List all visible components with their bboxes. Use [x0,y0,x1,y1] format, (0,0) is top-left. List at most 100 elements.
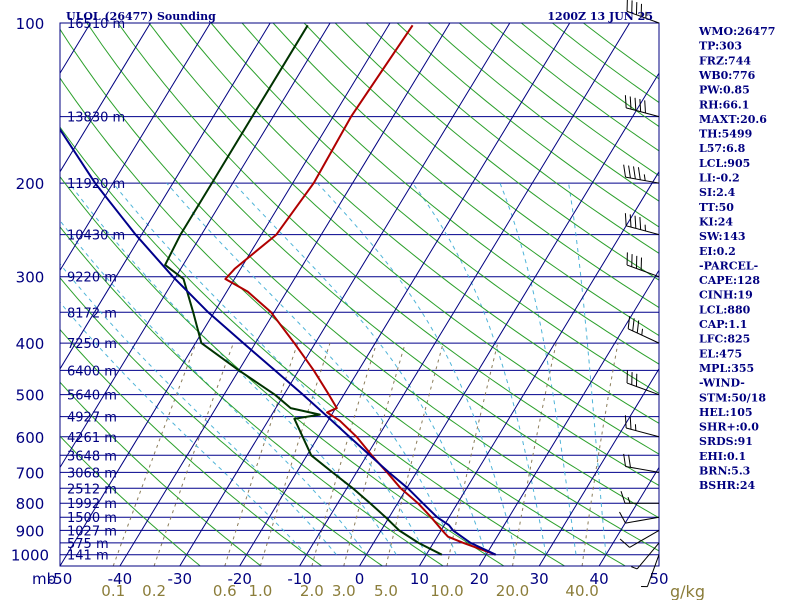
height-label: 6400 m [67,364,117,379]
temperature-tick-label: -10 [287,570,312,588]
side-index-item: MPL:355 [699,362,754,375]
isotherm-line [478,269,659,566]
side-index-item: STM:50/18 [699,391,766,404]
isotherm-lines [60,23,659,566]
height-label: 16510 m [67,17,125,32]
height-label: 10430 m [67,229,125,244]
moist-adiabat-line [60,301,307,556]
pressure-tick-label: 400 [16,335,45,353]
moist-adiabat-line [412,182,547,555]
height-label: 4927 m [67,411,117,426]
side-index-item: SI:2.4 [699,186,736,199]
pressure-tick-label: 600 [16,429,45,447]
side-index-item: -WIND- [699,377,745,390]
mixing-ratio-tick-label: 3.0 [332,582,356,600]
height-label: 4261 m [67,431,117,446]
height-label: 575 m [67,537,109,552]
isotherm-line [239,23,571,566]
side-index-item: LI:-0.2 [699,172,740,185]
pressure-tick-label: 500 [16,387,45,405]
side-index-item: SW:143 [699,230,746,243]
side-index-item: -PARCEL- [699,259,758,272]
dry-adiabat-line [583,23,659,80]
isotherm-line [538,367,659,566]
temperature-tick-labels: -50 -40 -30 -20 -10 0 10 20 30 40 50 [48,570,669,588]
isotherm-line [60,23,391,566]
isotherm-line [359,72,659,566]
dry-adiabat-line [520,23,659,128]
dry-adiabat-line [334,23,659,281]
mixing-ratio-line [112,342,197,566]
parcel-profile-line [60,127,497,556]
side-index-item: LCL:905 [699,157,750,170]
isotherm-line [598,466,659,566]
valid-time: 1200Z 13 JUN 25 [547,10,653,23]
wind-barb [627,316,660,344]
wind-barb [626,370,660,396]
wind-barb [624,415,660,438]
height-label: 3068 m [67,466,117,481]
mixing-ratio-tick-label: 10.0 [430,582,463,600]
plot-frame [59,22,660,567]
mixing-ratio-lines [112,342,619,566]
sounding-profiles [60,24,497,556]
dry-adiabat-line [365,23,659,254]
height-label: 8172 m [67,306,117,321]
side-index-item: RH:66.1 [699,98,749,111]
dry-adiabat-line [60,435,201,566]
isotherm-line [299,23,631,566]
wind-barb [620,491,659,504]
side-index-item: CAP:1.1 [699,318,747,331]
dry-adiabat-line [60,175,505,566]
temperature-tick-label: -50 [48,570,73,588]
dry-adiabat-line [60,226,444,566]
moist-adiabat-line [60,219,367,555]
pressure-tick-label: 900 [16,522,45,540]
temperature-profile-line [224,24,497,556]
side-index-item: TH:5499 [699,128,752,141]
temperature-tick-label: 30 [530,570,549,588]
pressure-tick-label: 300 [16,269,45,287]
height-labels: 16510 m 13830 m 11920 m 10430 m 9220 m 8172 m… [67,17,125,564]
mixing-ratio-tick-label: 1.0 [248,582,272,600]
mixing-ratio-tick-label: 0.6 [213,582,237,600]
height-label: 5640 m [67,389,117,404]
pressure-tick-label: 800 [16,495,45,513]
moist-adiabat-line [166,182,457,555]
moist-adiabat-line [568,183,607,555]
pressure-tick-label: 700 [16,464,45,482]
mixing-ratio-tick-label: 0.1 [101,582,125,600]
dry-adiabat-line [60,126,565,566]
mixing-ratio-tick-labels: 0.1 0.2 0.6 1.0 2.0 3.0 5.0 10.0 20.0 40.0 [101,582,599,600]
station-title: ULOL (26477) Sounding [66,10,216,23]
mixing-ratio-line [259,342,331,566]
side-index-item: TP:303 [699,40,742,53]
side-index-item: WMO:26477 [698,25,775,38]
dry-adiabat-line [86,23,659,519]
pressure-tick-labels: 100 200 300 400 500 600 700 800 900 1000 [11,15,49,565]
height-label: 1500 m [67,511,117,526]
wind-barb [624,213,660,236]
mixing-ratio-tick-label: 2.0 [300,582,324,600]
side-index-item: SRDS:91 [699,435,753,448]
temperature-tick-label: -20 [227,570,252,588]
moist-adiabat-line [499,182,577,555]
moist-adiabat-lines [60,182,607,556]
dry-adiabat-line [272,23,659,337]
dry-adiabat-lines [60,23,659,566]
dry-adiabat-line [552,23,659,104]
side-index-item: CINH:19 [699,289,753,302]
temperature-tick-label: -40 [108,570,133,588]
dry-adiabat-line [148,23,659,455]
dewpoint-profile-line [164,24,443,556]
side-index-item: EL:475 [699,347,742,360]
height-label: 7250 m [67,337,117,352]
mixing-ratio-tick-label: 5.0 [374,582,398,600]
dry-adiabat-line [210,23,659,395]
height-label: 9220 m [67,271,117,286]
height-label: 1992 m [67,497,117,512]
isotherm-line [418,170,659,566]
temperature-tick-label: 20 [470,570,489,588]
